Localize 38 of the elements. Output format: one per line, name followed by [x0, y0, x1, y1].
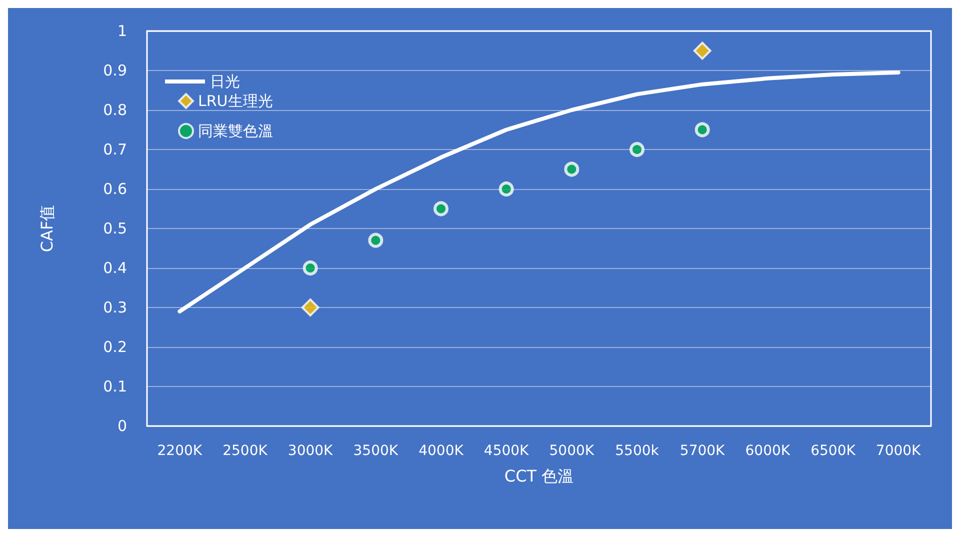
- x-tick-label: 6500K: [810, 443, 856, 459]
- y-tick-label: 0.3: [103, 298, 127, 316]
- y-tick-label: 1: [117, 22, 127, 40]
- x-tick-label: 4500K: [484, 443, 530, 459]
- x-tick-label: 3000K: [288, 443, 334, 459]
- point: [630, 142, 644, 157]
- x-axis-title: CCT 色溫: [504, 466, 574, 486]
- legend-label: 同業雙色溫: [198, 122, 273, 140]
- y-tick-label: 0.9: [103, 62, 127, 80]
- point: [301, 298, 320, 316]
- x-tick-label: 5500k: [615, 443, 660, 459]
- y-tick-label: 0.6: [103, 180, 127, 198]
- point: [368, 232, 384, 248]
- y-tick-label: 0.1: [103, 378, 127, 396]
- line-series: [178, 70, 900, 314]
- point: [302, 260, 318, 276]
- x-tick-label: 2500K: [222, 443, 268, 459]
- x-tick-label: 7000K: [876, 443, 922, 459]
- y-tick-label: 0.4: [103, 259, 127, 277]
- x-tick-label: 4000K: [418, 443, 464, 459]
- x-tick-label: 5000K: [549, 443, 595, 459]
- y-tick-label: 0: [117, 417, 127, 435]
- x-tick-label: 3500K: [353, 443, 399, 459]
- point: [434, 201, 448, 216]
- x-tick-label: 6000K: [745, 443, 791, 459]
- x-tick-label: 5700K: [680, 443, 726, 459]
- y-tick-label: 0.2: [103, 338, 127, 356]
- y-tick-label: 0.8: [103, 101, 127, 119]
- legend-label: LRU生理光: [198, 92, 273, 110]
- point: [693, 42, 712, 60]
- point: [498, 182, 514, 196]
- point: [564, 162, 580, 177]
- y-tick-label: 0.5: [103, 220, 127, 238]
- point: [694, 122, 710, 138]
- y-tick-label: 0.7: [103, 140, 127, 158]
- y-axis-title: CAF值: [38, 204, 56, 252]
- legend-label: 日光: [210, 72, 240, 90]
- x-tick-label: 2200K: [157, 443, 203, 459]
